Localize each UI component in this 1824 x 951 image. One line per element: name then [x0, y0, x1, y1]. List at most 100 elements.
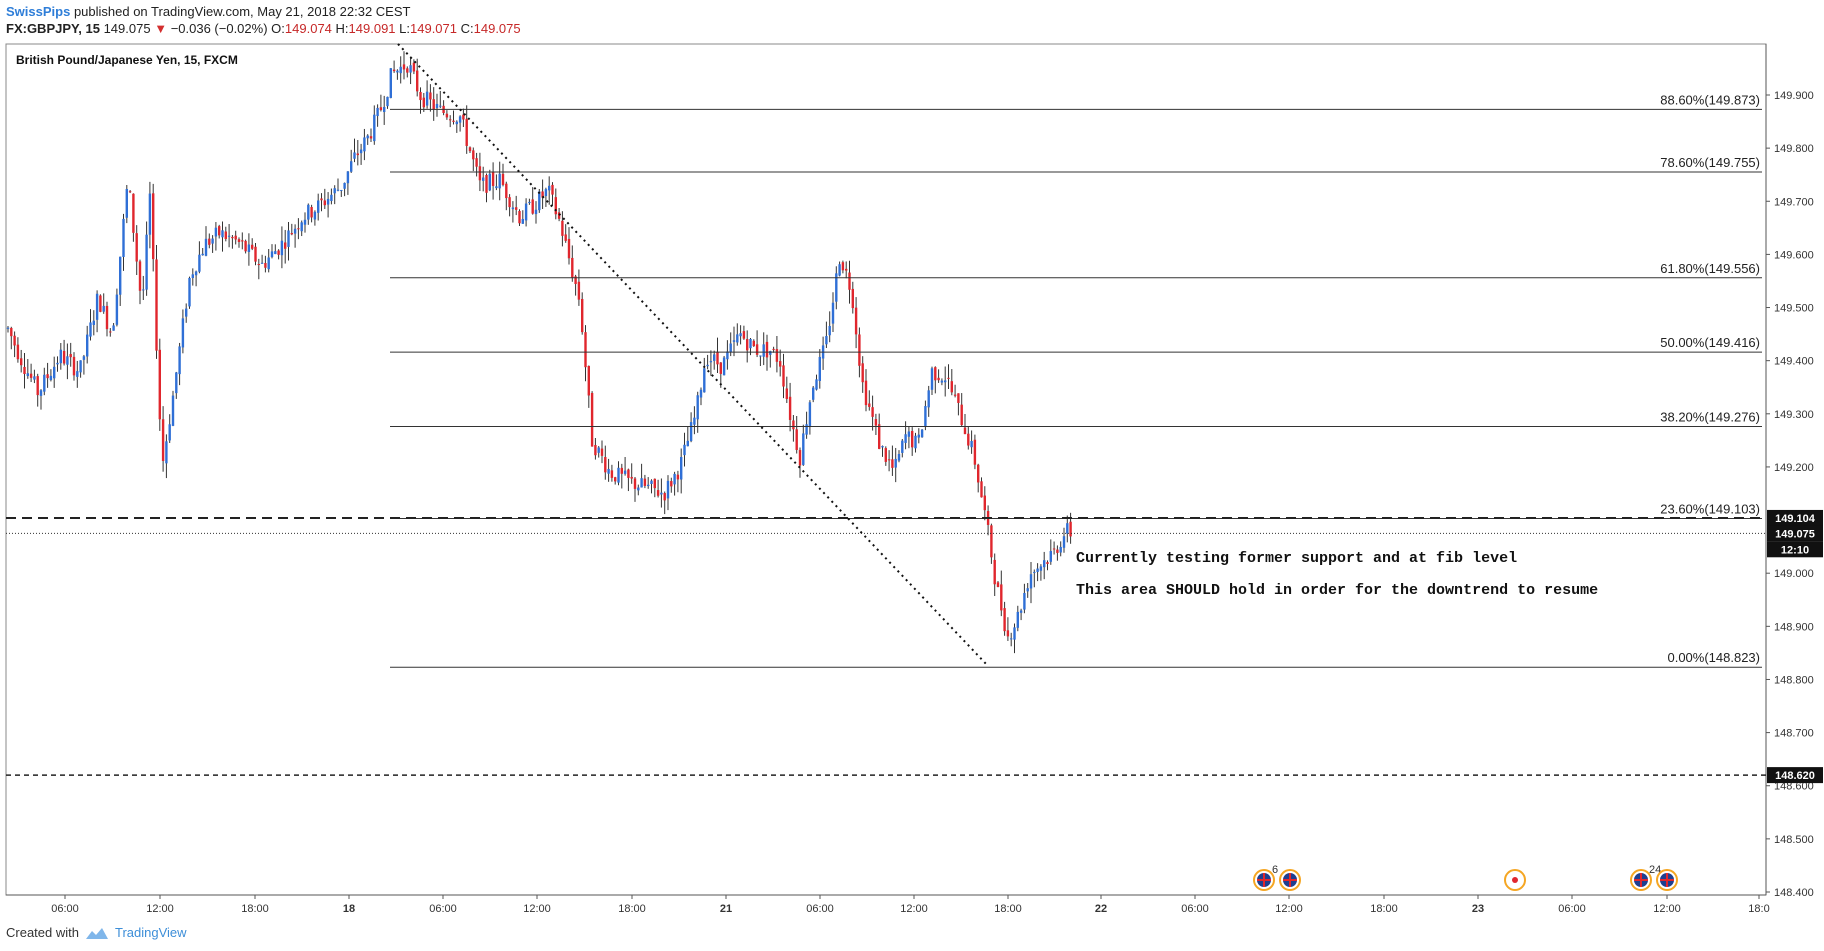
candle-body [435, 103, 439, 108]
candle-body [732, 340, 736, 342]
candle-body [729, 343, 732, 353]
candle-body [260, 262, 264, 264]
candle-body [785, 388, 788, 399]
candle-body [528, 201, 531, 203]
candle-body [581, 298, 584, 333]
candle-body [1056, 549, 1059, 553]
candle-body [485, 174, 488, 193]
candle-body [333, 188, 336, 194]
candle-body [231, 236, 234, 239]
x-tick-label: 21 [720, 903, 732, 915]
event-marker[interactable]: 6 [1253, 864, 1278, 891]
candle-body [191, 274, 194, 279]
price-tag-label: 149.104 [1775, 513, 1816, 525]
candle-body [640, 478, 643, 488]
candle-body [779, 361, 782, 367]
candle-body [940, 380, 944, 383]
x-tick-label: 06:00 [1181, 903, 1209, 915]
x-tick-label: 12:00 [1275, 903, 1303, 915]
candle-body [818, 356, 821, 382]
candle-body [346, 171, 350, 184]
candle-body [554, 197, 557, 215]
candle-body [963, 427, 967, 435]
candle-body [310, 207, 313, 218]
candle-body [630, 476, 633, 479]
candle-body [531, 199, 534, 214]
candle-body [297, 228, 300, 230]
candle-body [82, 356, 86, 360]
candle-body [1013, 627, 1016, 640]
candle-body [280, 240, 284, 256]
candle-body [76, 371, 79, 377]
symbol-quote-line: FX:GBPJPY, 15 149.075 ▼ −0.036 (−0.02%) … [6, 21, 521, 36]
candle-body [858, 334, 861, 366]
y-tick-label: 148.700 [1774, 728, 1814, 740]
event-marker[interactable] [1656, 869, 1678, 891]
price-tag-bg [1767, 509, 1823, 526]
candle-body [937, 377, 940, 381]
tradingview-link[interactable]: TradingView [114, 925, 187, 940]
candle-body [838, 264, 841, 276]
y-tick-label: 149.300 [1774, 409, 1814, 421]
candle-body [43, 374, 46, 392]
candle-body [590, 392, 594, 447]
plot-area[interactable] [5, 43, 1767, 896]
candle-body [142, 289, 145, 291]
x-tick-label: 06:00 [806, 903, 834, 915]
candle-body [904, 434, 907, 443]
author-link[interactable]: SwissPips [6, 4, 71, 19]
candle-body [927, 390, 930, 408]
candle-body [752, 340, 755, 347]
candle-body [617, 467, 620, 483]
candle-body [802, 433, 805, 465]
candle-body [653, 478, 656, 489]
candle-body [237, 239, 241, 242]
candle-body [89, 322, 92, 337]
candle-body [901, 440, 904, 453]
candle-body [759, 355, 762, 357]
candle-body [680, 457, 683, 480]
candle-body [874, 419, 878, 426]
event-marker[interactable]: 24 [1630, 864, 1661, 891]
candle-body [399, 66, 402, 74]
candle-body [755, 344, 759, 355]
event-marker[interactable] [1279, 869, 1301, 891]
candle-body [597, 447, 600, 453]
candle-body [501, 173, 505, 185]
candle-body [894, 458, 897, 468]
y-tick-label: 148.500 [1774, 834, 1814, 846]
candle-body [409, 65, 412, 73]
candle-body [251, 244, 254, 249]
candle-body [33, 376, 36, 380]
price-tag: 12:10 [1767, 541, 1823, 558]
candle-body [775, 349, 779, 362]
y-tick-label: 149.200 [1774, 462, 1814, 474]
y-tick-label: 148.900 [1774, 621, 1814, 633]
downtrend-line[interactable] [397, 43, 989, 667]
x-tick-label: 18:0 [1748, 903, 1769, 915]
candle-body [66, 356, 69, 365]
candle-body [23, 366, 26, 375]
candle-body [782, 365, 785, 387]
candle-body [742, 331, 746, 339]
fib-label: 61.80%(149.556) [1660, 261, 1760, 276]
candle-body [983, 495, 986, 511]
x-tick-label: 12:00 [146, 903, 174, 915]
candle-body [389, 68, 392, 98]
candle-body [660, 492, 663, 495]
event-marker[interactable] [1504, 869, 1526, 891]
candle-body [907, 431, 911, 437]
candle-body [257, 264, 260, 266]
candle-body [115, 294, 119, 325]
candle-body [208, 238, 211, 245]
candle-body [373, 114, 376, 142]
candle-body [392, 69, 396, 72]
symbol: FX:GBPJPY, 15 [6, 21, 100, 36]
candle-body [947, 377, 950, 379]
candle-body [980, 481, 983, 498]
candle-body [313, 211, 317, 220]
candle-body [841, 262, 845, 271]
candle-body [49, 375, 53, 381]
candle-body [564, 234, 567, 241]
